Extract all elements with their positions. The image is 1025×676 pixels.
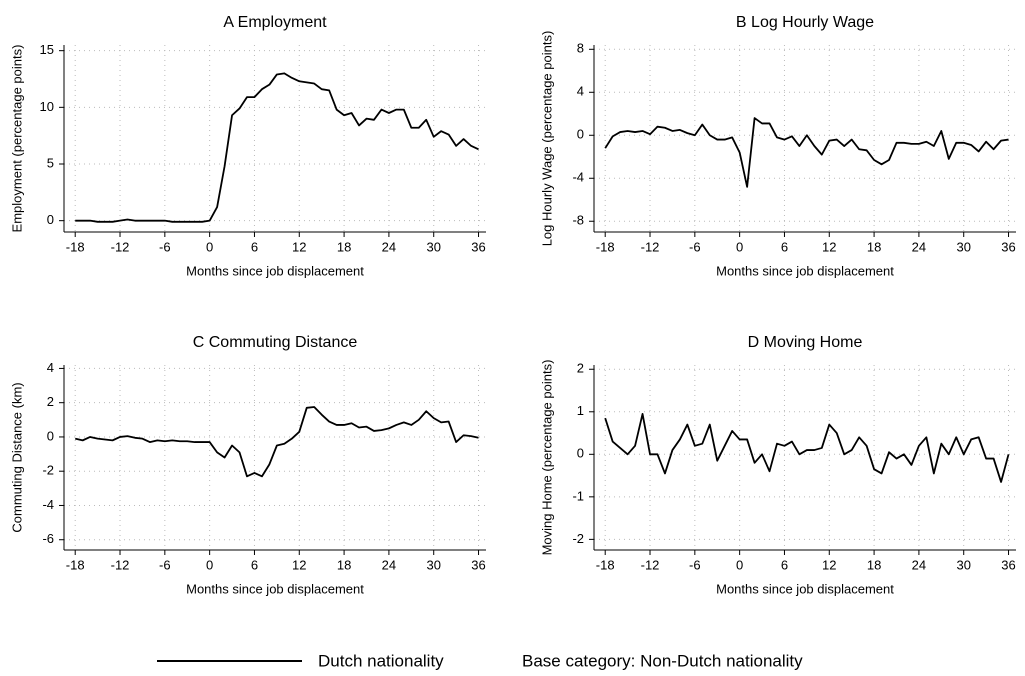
legend-label: Dutch nationality [318,651,444,670]
x-tick-label: -18 [66,557,85,572]
x-tick-label: 12 [822,239,836,254]
x-tick-label: -12 [111,557,130,572]
x-tick-label: 0 [206,557,213,572]
x-axis-label: Months since job displacement [716,581,894,596]
x-tick-label: 12 [292,239,306,254]
x-tick-label: 0 [736,239,743,254]
y-tick-label: 15 [40,42,54,57]
x-tick-label: 18 [867,557,881,572]
x-tick-label: 36 [471,557,485,572]
x-tick-label: 6 [781,557,788,572]
y-axis-label: Moving Home (percentage points) [539,360,554,556]
series-line [604,117,1009,188]
x-tick-label: -18 [596,239,615,254]
x-tick-label: 18 [337,557,351,572]
chart-title: C Commuting Distance [193,334,358,351]
x-tick-label: -12 [641,557,660,572]
y-tick-label: 0 [577,446,584,461]
x-tick-label: -12 [641,239,660,254]
x-tick-label: 30 [956,239,970,254]
x-tick-label: 0 [736,557,743,572]
y-tick-label: 4 [577,84,584,99]
x-tick-label: 12 [822,557,836,572]
y-tick-label: -4 [572,170,584,185]
y-tick-label: 5 [47,155,54,170]
chart-title: B Log Hourly Wage [736,14,874,31]
chart-title: D Moving Home [748,334,863,351]
y-axis-label: Log Hourly Wage (percentage points) [539,31,554,247]
y-tick-label: 4 [47,360,54,375]
y-tick-label: 0 [577,127,584,142]
y-tick-label: -2 [42,463,54,478]
y-tick-label: 0 [47,428,54,443]
x-tick-label: -18 [596,557,615,572]
y-tick-label: -2 [572,531,584,546]
y-axis-label: Commuting Distance (km) [9,382,24,532]
x-tick-label: 24 [912,239,926,254]
x-tick-label: 12 [292,557,306,572]
x-tick-label: 24 [382,557,396,572]
series-line [75,406,479,478]
y-tick-label: 2 [47,394,54,409]
x-tick-label: 36 [471,239,485,254]
x-axis-label: Months since job displacement [186,581,364,596]
x-tick-label: 24 [382,239,396,254]
x-tick-label: 36 [1001,239,1015,254]
x-tick-label: -6 [159,557,171,572]
x-tick-label: 30 [426,239,440,254]
x-tick-label: 30 [956,557,970,572]
y-tick-label: -4 [42,497,54,512]
x-tick-label: 6 [251,239,258,254]
y-tick-label: 10 [40,99,54,114]
x-tick-label: 0 [206,239,213,254]
x-tick-label: -18 [66,239,85,254]
y-tick-label: 8 [577,41,584,56]
legend-note: Base category: Non-Dutch nationality [522,651,803,670]
y-tick-label: -8 [572,213,584,228]
x-tick-label: 24 [912,557,926,572]
series-line [604,413,1010,483]
y-tick-label: -1 [572,488,584,503]
y-tick-label: -6 [42,531,54,546]
y-tick-label: 2 [577,361,584,376]
x-axis-label: Months since job displacement [716,263,894,278]
x-tick-label: 6 [251,557,258,572]
x-tick-label: -6 [689,239,701,254]
chart-title: A Employment [223,14,327,31]
x-tick-label: -12 [111,239,130,254]
x-tick-label: -6 [689,557,701,572]
x-tick-label: 18 [337,239,351,254]
x-tick-label: 18 [867,239,881,254]
x-tick-label: 36 [1001,557,1015,572]
x-tick-label: 6 [781,239,788,254]
y-axis-label: Employment (percentage points) [9,45,24,233]
x-tick-label: 30 [426,557,440,572]
y-tick-label: 1 [577,403,584,418]
y-tick-label: 0 [47,212,54,227]
x-tick-label: -6 [159,239,171,254]
series-line [75,72,479,223]
x-axis-label: Months since job displacement [186,263,364,278]
